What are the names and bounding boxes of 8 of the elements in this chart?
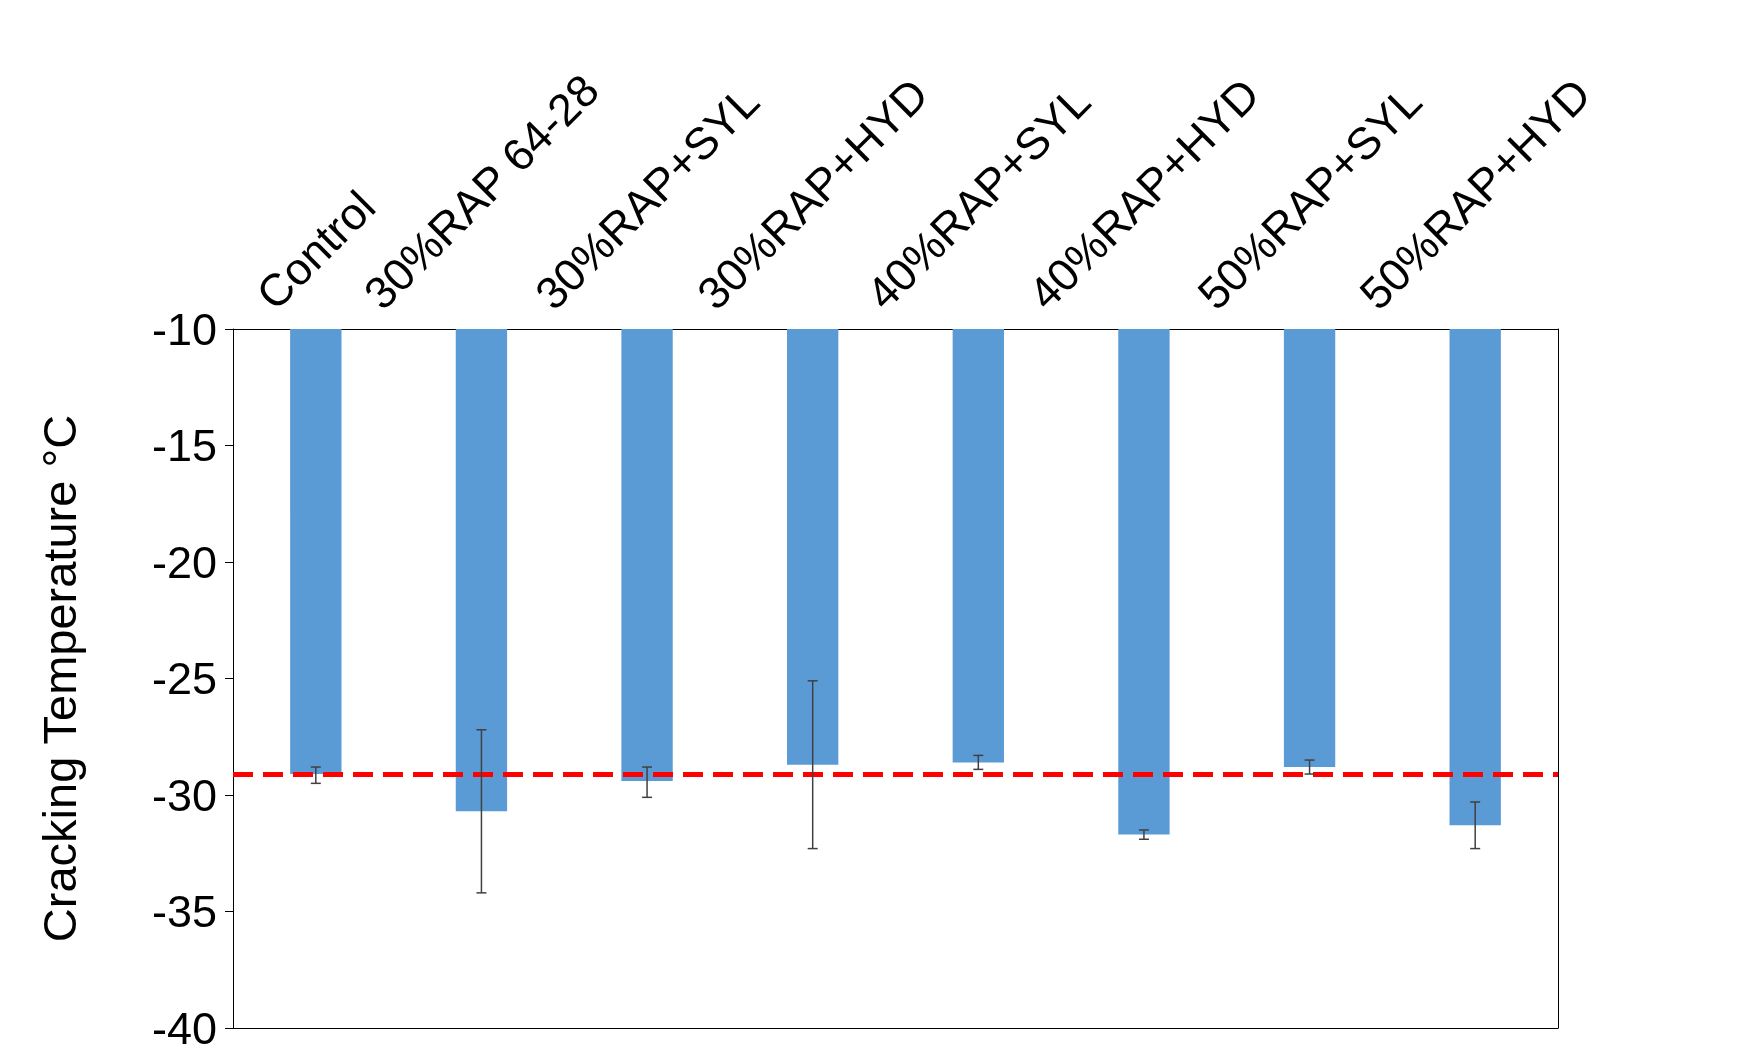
y-tick-label: -30	[151, 769, 217, 821]
y-tick-label: -15	[151, 420, 217, 471]
y-tick-label: -25	[151, 653, 217, 704]
y-tick-label: -35	[151, 886, 217, 937]
y-tick-label: -40	[151, 1002, 217, 1052]
y-tick-label: -10	[151, 303, 217, 355]
y-tick-label: -20	[151, 536, 217, 588]
y-axis-title: Cracking Temperature °C	[33, 414, 86, 943]
